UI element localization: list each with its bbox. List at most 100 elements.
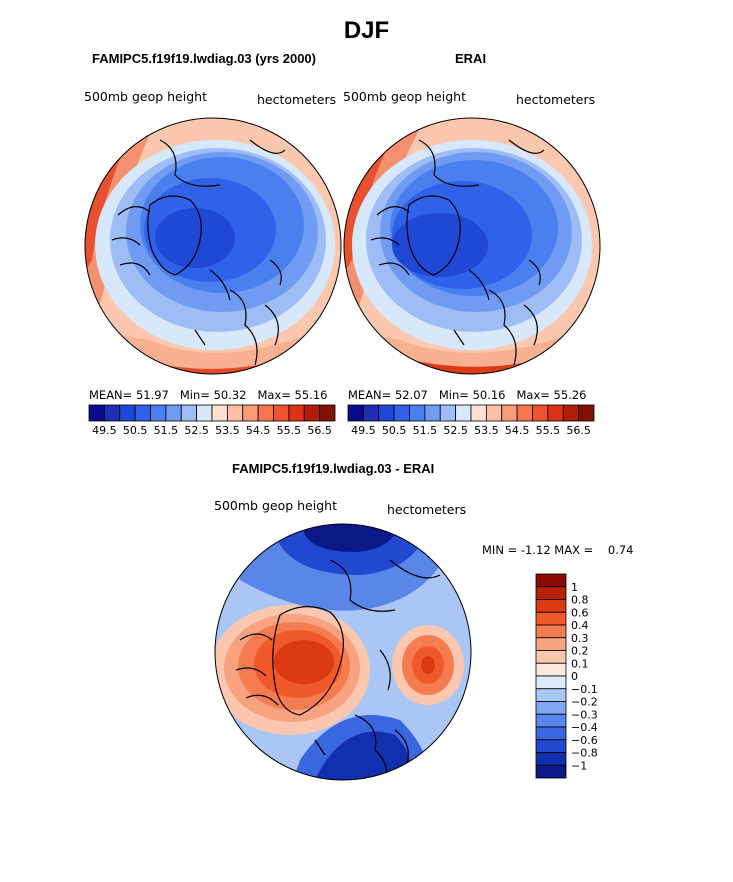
colorbar-difference-tick-label: −0.3	[571, 708, 598, 721]
map-erai-border	[343, 117, 601, 375]
colorbar-model-swatch	[150, 404, 167, 422]
colorbar-difference-swatch	[535, 650, 567, 664]
colorbar-erai-swatch	[455, 404, 472, 422]
colorbar-difference-tick-label: −1	[571, 759, 587, 772]
panel3-field-label: 500mb geop height	[214, 498, 337, 513]
colorbar-erai-swatch	[439, 404, 457, 422]
map-model-border	[84, 117, 342, 375]
colorbar-erai-swatch	[347, 404, 364, 422]
colorbar-model-swatch	[288, 404, 305, 422]
colorbar-model-tick-label: 53.5	[215, 424, 240, 437]
panel1-field-label: 500mb geop height	[84, 89, 207, 104]
colorbar-difference-swatch	[535, 701, 567, 715]
colorbar-erai-tick-label: 53.5	[474, 424, 499, 437]
colorbar-model-swatch	[196, 404, 213, 422]
map-difference-500mb	[215, 524, 471, 780]
colorbar-difference: 10.80.60.40.30.20.10−0.1−0.2−0.3−0.4−0.6…	[535, 573, 598, 779]
colorbar-erai-swatch	[378, 404, 395, 422]
panel2-stats: MEAN= 52.07 Min= 50.16 Max= 55.26	[348, 388, 587, 402]
colorbar-difference-swatch	[535, 726, 567, 741]
colorbar-difference-tick-label: 1	[571, 581, 578, 594]
colorbar-difference-tick-label: −0.6	[571, 734, 598, 747]
colorbar-model-swatch	[211, 404, 228, 422]
panel2-title: ERAI	[455, 51, 487, 66]
colorbar-model-swatch	[257, 404, 274, 422]
colorbar-difference-swatch	[535, 739, 567, 753]
colorbar-erai-swatch	[409, 404, 426, 422]
colorbar-model-swatch	[242, 404, 259, 422]
colorbar-difference-swatch	[535, 611, 567, 626]
colorbar-erai-tick-label: 54.5	[505, 424, 530, 437]
colorbar-erai-tick-label: 50.5	[382, 424, 407, 437]
colorbar-erai-swatch	[362, 404, 380, 422]
colorbar-model-tick-label: 54.5	[246, 424, 271, 437]
colorbar-difference-swatch	[535, 624, 567, 639]
map-erai-500mb	[344, 118, 600, 374]
panel1-title: FAMIPC5.f19f19.lwdiag.03 (yrs 2000)	[92, 51, 316, 66]
map-model-500mb	[85, 118, 341, 374]
colorbar-difference-swatch	[535, 752, 567, 766]
colorbar-difference-swatch	[535, 764, 567, 779]
colorbar-erai-swatch	[516, 404, 533, 422]
colorbar-erai: 49.5 50.5 51.5 52.5 53.5 54.5 55.5 56.5	[347, 404, 595, 437]
colorbar-erai-swatch	[393, 404, 410, 422]
colorbar-difference-tick-label: −0.8	[571, 747, 598, 760]
colorbar-difference-swatch	[535, 599, 567, 613]
colorbar-model-tick-label: 55.5	[277, 424, 302, 437]
colorbar-erai-swatch	[501, 404, 518, 422]
colorbar-model-swatch	[226, 404, 244, 422]
colorbar-difference-tick-label: −0.2	[571, 696, 598, 709]
colorbar-model-swatch	[273, 404, 290, 422]
colorbar-difference-tick-label: −0.4	[571, 721, 598, 734]
colorbar-erai-swatch	[578, 404, 595, 422]
map-model-coastlines	[111, 139, 286, 366]
panel2-field-label: 500mb geop height	[343, 89, 466, 104]
colorbar-erai-swatch	[532, 404, 549, 422]
colorbar-difference-swatch	[535, 713, 567, 728]
colorbar-difference-tick-label: 0.3	[571, 632, 589, 645]
colorbar-difference-tick-label: 0.2	[571, 645, 589, 658]
colorbar-model-swatch	[103, 404, 121, 422]
colorbar-model-tick-label: 56.5	[307, 424, 332, 437]
colorbar-model-swatch	[119, 404, 136, 422]
colorbar-erai-tick-label: 52.5	[443, 424, 468, 437]
colorbar-erai-swatch	[470, 404, 487, 422]
colorbar-erai-swatch	[547, 404, 564, 422]
colorbar-model-tick-label: 50.5	[123, 424, 148, 437]
colorbar-erai-tick-label: 51.5	[413, 424, 438, 437]
colorbar-difference-swatch	[535, 637, 567, 651]
colorbar-difference-swatch	[535, 662, 567, 677]
panel3-units-label: hectometers	[387, 502, 467, 517]
page-title: DJF	[343, 17, 390, 44]
colorbar-model-swatch	[303, 404, 321, 422]
colorbar-difference-tick-label: −0.1	[571, 683, 598, 696]
colorbar-model-swatch	[180, 404, 198, 422]
colorbar-model-swatch	[319, 404, 336, 422]
colorbar-model-tick-label: 49.5	[92, 424, 117, 437]
colorbar-erai-tick-label: 49.5	[351, 424, 376, 437]
panel2-units-label: hectometers	[516, 92, 596, 107]
colorbar-model-tick-label: 52.5	[184, 424, 209, 437]
colorbar-difference-swatch	[535, 573, 567, 588]
colorbar-difference-swatch	[535, 586, 567, 600]
colorbar-difference-tick-label: 0.4	[571, 619, 589, 632]
colorbar-model-swatch	[165, 404, 182, 422]
panel3-stats: MIN = -1.12 MAX = 0.74	[482, 543, 634, 557]
panel1-units-label: hectometers	[257, 92, 337, 107]
colorbar-difference-tick-label: 0	[571, 670, 578, 683]
colorbar-difference-swatch	[535, 675, 567, 690]
colorbar-erai-swatch	[485, 404, 503, 422]
colorbar-erai-tick-label: 56.5	[566, 424, 591, 437]
panel1-stats: MEAN= 51.97 Min= 50.32 Max= 55.16	[89, 388, 328, 402]
colorbar-erai-swatch	[424, 404, 441, 422]
colorbar-erai-tick-label: 55.5	[536, 424, 561, 437]
colorbar-difference-tick-label: 0.1	[571, 657, 589, 670]
colorbar-model-tick-label: 51.5	[154, 424, 179, 437]
colorbar-difference-swatch	[535, 688, 567, 702]
colorbar-difference-tick-label: 0.6	[571, 606, 589, 619]
map-erai-coastlines	[370, 139, 545, 366]
map-difference-border	[214, 523, 472, 781]
colorbar-model-swatch	[88, 404, 105, 422]
colorbar-model-swatch	[134, 404, 151, 422]
